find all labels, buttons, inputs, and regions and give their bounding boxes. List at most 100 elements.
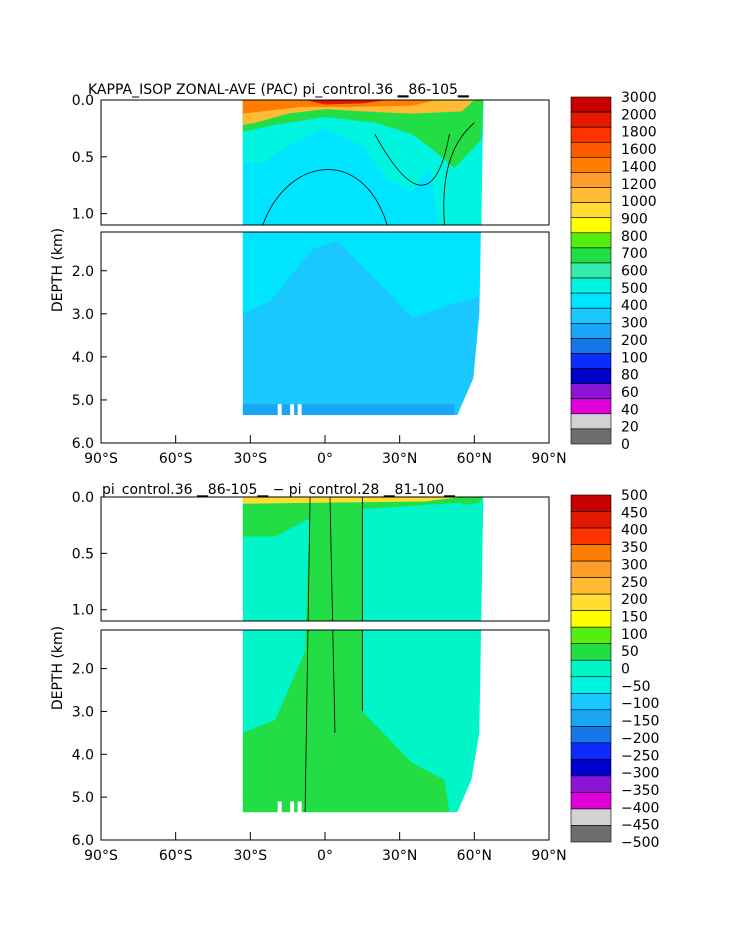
- field-region-200: [242, 497, 462, 504]
- colorbar-swatch: [570, 247, 612, 264]
- colorbar-swatch: [570, 126, 612, 143]
- xtick-label: 0°: [317, 451, 333, 467]
- panel-1-xticks: 90°S 60°S 30°S 0° 30°N 60°N 90°N: [84, 435, 567, 467]
- panel-1-colorbar: 3000200018001600140012001000900800700600…: [570, 90, 657, 453]
- colorbar-label: −200: [621, 731, 659, 747]
- contour-line: [262, 169, 388, 226]
- colorbar-swatch: [570, 96, 612, 113]
- colorbar-label: 500: [621, 281, 648, 297]
- colorbar-swatch: [570, 759, 612, 777]
- seafloor-gap: [297, 404, 302, 418]
- xtick-label: 90°S: [84, 451, 118, 467]
- colorbar-label: 1400: [621, 159, 657, 175]
- colorbar-swatch: [570, 217, 612, 234]
- colorbar-label: 100: [621, 350, 648, 366]
- colorbar-swatch: [570, 307, 612, 324]
- colorbar-swatch: [570, 659, 612, 678]
- colorbar-swatch: [570, 792, 612, 810]
- colorbar-label: −250: [621, 748, 659, 764]
- colorbar-label: 500: [621, 488, 648, 504]
- ytick-label: 1.0: [72, 603, 94, 619]
- colorbar-label: 250: [621, 575, 648, 591]
- colorbar-label: 450: [621, 505, 648, 521]
- colorbar-swatch: [570, 141, 612, 158]
- field-region-0: [242, 497, 450, 813]
- ytick-label: 3.0: [72, 307, 94, 323]
- panel-2-colorbar: 500450400350300250200150100500−50−100−15…: [570, 488, 659, 851]
- colorbar-label: −100: [621, 696, 659, 712]
- colorbar-label: 800: [621, 229, 648, 245]
- colorbar-swatch: [570, 527, 612, 545]
- contour-line: [304, 497, 311, 813]
- colorbar-label: −500: [621, 835, 659, 851]
- colorbar-label: 80: [621, 368, 639, 384]
- colorbar-swatch: [570, 726, 612, 744]
- colorbar-label: 1600: [621, 142, 657, 158]
- colorbar-label: −350: [621, 783, 659, 799]
- colorbar-swatch: [570, 172, 612, 188]
- colorbar-swatch: [570, 202, 612, 218]
- colorbar-label: 150: [621, 609, 648, 625]
- colorbar-swatch: [570, 353, 612, 369]
- colorbar-swatch: [570, 742, 612, 760]
- colorbar-swatch: [570, 593, 612, 611]
- seafloor-gap: [290, 404, 295, 418]
- colorbar-label: 300: [621, 557, 648, 573]
- ytick-label: 4.0: [72, 747, 94, 763]
- seafloor-gap: [277, 404, 282, 418]
- colorbar-swatch: [570, 560, 612, 578]
- xtick-label: 30°N: [382, 451, 417, 467]
- colorbar-label: 100: [621, 627, 648, 643]
- colorbar-swatch: [570, 494, 612, 512]
- colorbar-label: 0: [621, 662, 630, 678]
- colorbar-swatch: [570, 157, 612, 173]
- xtick-label: 90°S: [84, 848, 118, 864]
- panel-2: pi_control.36 ▁86-105▁ − pi_control.28 ▁…: [50, 482, 659, 864]
- field-region-2000: [305, 100, 388, 105]
- colorbar-swatch: [570, 610, 612, 628]
- xtick-label: 60°S: [159, 848, 193, 864]
- colorbar-swatch: [570, 544, 612, 562]
- seafloor-gap: [277, 801, 282, 815]
- colorbar-label: 3000: [621, 90, 657, 106]
- ytick-label: 3.0: [72, 704, 94, 720]
- colorbar-swatch: [570, 111, 612, 128]
- field-region-neg50b: [362, 502, 475, 621]
- panel-1-upper-frame: [100, 99, 550, 226]
- panel-2-yticks: 0.0 0.5 1.0 2.0 3.0 4.0 5.0 6.0: [72, 490, 107, 849]
- contour-line: [374, 133, 450, 186]
- colorbar-swatch: [570, 262, 612, 279]
- xtick-label: 90°N: [531, 848, 566, 864]
- colorbar-label: 900: [621, 211, 648, 227]
- colorbar-label: 350: [621, 540, 648, 556]
- colorbar-swatch: [570, 277, 612, 294]
- colorbar-swatch: [570, 428, 612, 445]
- panel-2-xticks: 90°S 60°S 30°S 0° 30°N 60°N 90°N: [84, 832, 567, 864]
- colorbar-label: 600: [621, 264, 648, 280]
- ytick-label: 0.0: [72, 490, 94, 506]
- panel-2-upper-frame: [100, 496, 550, 622]
- field-region-1600: [242, 100, 437, 114]
- colorbar-label: −150: [621, 714, 659, 730]
- xtick-label: 30°S: [233, 451, 267, 467]
- xtick-label: 60°S: [159, 451, 193, 467]
- colorbar-swatch: [570, 692, 612, 711]
- colorbar-label: 2000: [621, 107, 657, 123]
- colorbar-label: −450: [621, 818, 659, 834]
- colorbar-label: 60: [621, 385, 639, 401]
- panel-2-ylabel: DEPTH (km): [50, 626, 66, 710]
- ytick-label: 2.0: [72, 264, 94, 280]
- colorbar-label: 700: [621, 246, 648, 262]
- colorbar-label: 400: [621, 298, 648, 314]
- colorbar-swatch: [570, 338, 612, 354]
- ytick-label: 6.0: [72, 833, 94, 849]
- colorbar-swatch: [570, 676, 612, 694]
- field-region-700: [242, 100, 484, 169]
- colorbar-swatch: [570, 511, 612, 529]
- xtick-label: 90°N: [531, 451, 566, 467]
- colorbar-label: 200: [621, 333, 648, 349]
- ytick-label: 1.0: [72, 207, 94, 223]
- colorbar-swatch: [570, 323, 612, 339]
- colorbar-swatch: [570, 292, 612, 309]
